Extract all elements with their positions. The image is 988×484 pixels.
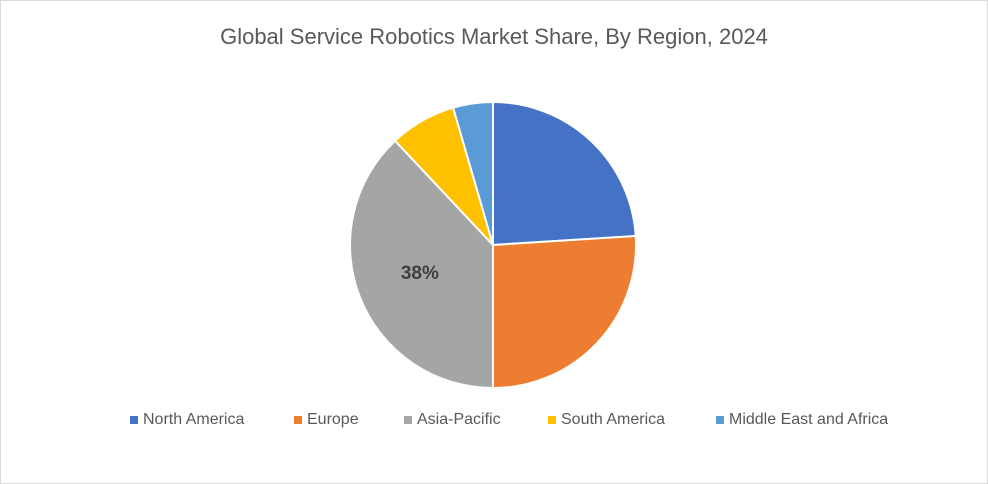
pie-slice — [349, 139, 494, 390]
legend-label: Middle East and Africa — [729, 411, 888, 428]
legend-label: South America — [561, 411, 665, 428]
chart-title: Global Service Robotics Market Share, By… — [220, 24, 768, 49]
legend-swatch — [548, 416, 556, 424]
legend-label: North America — [143, 411, 244, 428]
data-label: 38% — [401, 263, 439, 284]
legend-swatch — [294, 416, 302, 424]
legend-swatch — [404, 416, 412, 424]
pie-slice — [492, 234, 637, 390]
legend-label: Asia-Pacific — [417, 411, 501, 428]
pie-slice — [451, 100, 494, 246]
legend-label: Europe — [307, 411, 359, 428]
legend-swatch — [716, 416, 724, 424]
legend-swatch — [130, 416, 138, 424]
pie-slice — [492, 100, 637, 247]
